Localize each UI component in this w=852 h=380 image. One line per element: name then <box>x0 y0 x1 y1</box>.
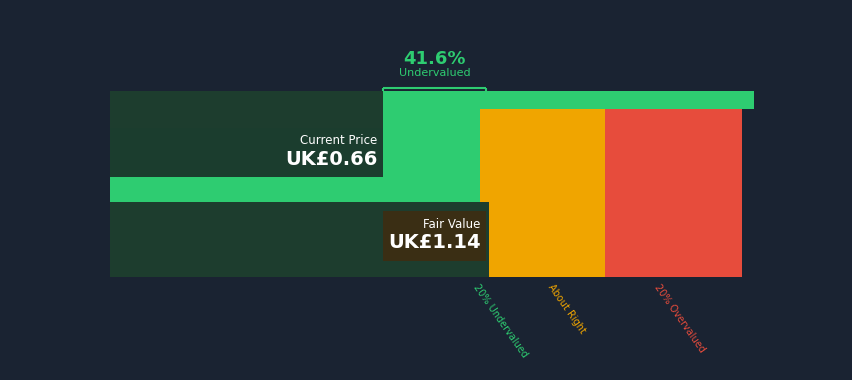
Text: UK£0.66: UK£0.66 <box>285 150 377 169</box>
Text: UK£1.14: UK£1.14 <box>388 233 481 252</box>
Bar <box>480 91 604 277</box>
Text: Current Price: Current Price <box>300 134 377 147</box>
Bar <box>604 91 740 277</box>
Text: 20% Undervalued: 20% Undervalued <box>471 283 529 359</box>
Text: 41.6%: 41.6% <box>403 50 465 68</box>
Bar <box>383 211 486 261</box>
Bar <box>110 128 383 177</box>
Text: 20% Overvalued: 20% Overvalued <box>652 283 706 355</box>
Bar <box>110 91 754 109</box>
Text: Undervalued: Undervalued <box>398 68 469 78</box>
Text: Fair Value: Fair Value <box>423 218 481 231</box>
Text: About Right: About Right <box>546 283 587 336</box>
Bar <box>110 259 480 277</box>
Bar <box>110 91 383 177</box>
Bar <box>110 91 480 277</box>
Bar <box>110 202 489 277</box>
